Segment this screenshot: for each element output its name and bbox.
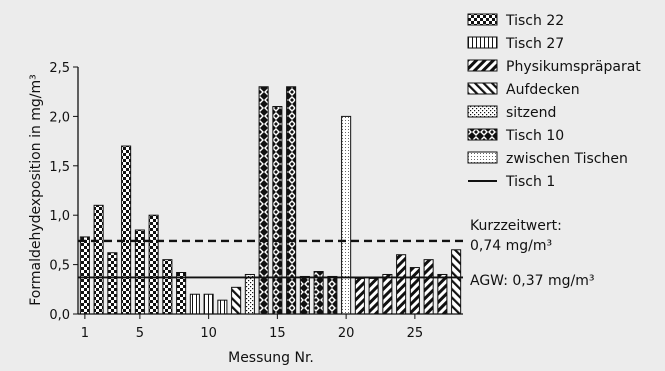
legend-label: Tisch 22 (505, 13, 564, 29)
legend-swatch (467, 59, 498, 72)
legend: Tisch 22 Tisch 27 Physikumspräparat Aufdeck… (467, 13, 641, 190)
bar-3 (107, 252, 118, 315)
legend-label: Tisch 10 (505, 128, 564, 144)
bar-26 (423, 259, 434, 315)
kurzzeitwert-label-line1: Kurzzeitwert: (470, 218, 562, 234)
bar-2 (93, 204, 104, 315)
x-tick-label: 25 (407, 326, 424, 341)
bar-8 (176, 272, 187, 315)
legend-swatch (467, 82, 498, 95)
bar-11 (217, 299, 228, 315)
legend-swatch (467, 151, 498, 164)
legend-label: zwischen Tischen (506, 151, 628, 167)
legend-swatch (467, 128, 498, 141)
kurzzeitwert-label-line2: 0,74 mg/m³ (470, 238, 552, 254)
bar-10 (203, 293, 214, 315)
bar-16 (286, 86, 297, 315)
bar-14 (258, 86, 269, 315)
y-tick-label: 1,5 (49, 160, 70, 175)
bar-27 (437, 273, 448, 315)
bar-28 (451, 249, 462, 315)
bar-21 (354, 277, 365, 315)
x-tick-label: 10 (200, 326, 217, 341)
legend-swatch (467, 13, 498, 26)
bar-6 (148, 214, 159, 315)
y-axis-ticks: 0,0 0,5 1,0 1,5 2,0 2,5 (49, 61, 78, 323)
bar-23 (382, 273, 393, 315)
y-tick-label: 2,0 (49, 110, 70, 125)
x-axis-ticks: 1 5 10 15 20 25 (81, 314, 423, 341)
bar-9 (189, 293, 200, 315)
bar-7 (162, 259, 173, 315)
legend-label: sitzend (506, 105, 556, 121)
bar-25 (409, 267, 420, 315)
bar-24 (396, 254, 407, 315)
bar-15 (272, 106, 283, 315)
reference-lines (78, 239, 463, 279)
bar-20 (341, 115, 352, 315)
legend-swatch (467, 105, 498, 118)
x-tick-label: 20 (338, 326, 355, 341)
bar-22 (368, 277, 379, 315)
bar-marks (79, 86, 462, 315)
agw-label: AGW: 0,37 mg/m³ (470, 273, 594, 289)
bar-17 (299, 275, 310, 315)
axes (77, 67, 463, 315)
bar-4 (121, 145, 132, 315)
bar-13 (244, 273, 255, 315)
x-axis-title: Messung Nr. (228, 350, 314, 366)
legend-label: Tisch 1 (505, 174, 555, 190)
x-tick-label: 15 (269, 326, 286, 341)
legend-swatch (467, 36, 498, 49)
bar-12 (231, 286, 242, 315)
legend-label: Aufdecken (506, 82, 580, 98)
y-tick-label: 1,0 (49, 209, 70, 224)
y-axis-title: Formaldehydexposition in mg/m³ (28, 74, 44, 306)
y-tick-label: 0,0 (49, 308, 70, 323)
y-tick-label: 0,5 (49, 259, 70, 274)
y-tick-label: 2,5 (49, 61, 70, 76)
bar-5 (134, 229, 145, 315)
x-tick-label: 5 (136, 326, 144, 341)
legend-label: Tisch 27 (505, 36, 564, 52)
legend-label: Physikumspräparat (506, 59, 641, 75)
bar-1 (79, 236, 90, 315)
x-tick-label: 1 (81, 326, 89, 341)
bar-19 (327, 275, 338, 315)
